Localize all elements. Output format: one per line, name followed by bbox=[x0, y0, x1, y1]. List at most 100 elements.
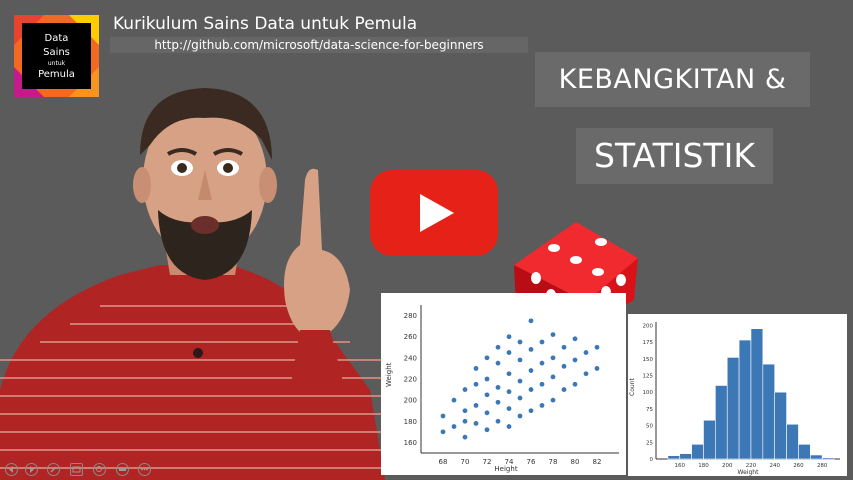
scatter-ytick: 260 bbox=[404, 333, 417, 341]
scatter-xlabel: Height bbox=[494, 465, 517, 473]
hist-ytick: 100 bbox=[643, 390, 654, 396]
hist-ytick: 0 bbox=[650, 457, 654, 463]
slides-icon[interactable] bbox=[70, 463, 83, 476]
course-url[interactable]: http://github.com/microsoft/data-science… bbox=[110, 37, 528, 53]
histogram-bar bbox=[715, 385, 728, 460]
histogram-bar bbox=[774, 391, 787, 460]
histogram-bar bbox=[667, 455, 681, 460]
logo-line3: untuk bbox=[47, 60, 66, 67]
scatter-point bbox=[506, 371, 512, 377]
scatter-point bbox=[451, 424, 457, 429]
scatter-xtick: 80 bbox=[571, 458, 580, 466]
scatter-point bbox=[462, 418, 468, 424]
hist-xtick: 240 bbox=[769, 463, 780, 469]
hist-xtick: 280 bbox=[817, 463, 828, 469]
slide-title-line2: STATISTIK bbox=[576, 128, 773, 184]
next-icon[interactable] bbox=[25, 463, 38, 476]
slide-title-line1: KEBANGKITAN & bbox=[535, 52, 810, 107]
hist-ytick: 50 bbox=[646, 424, 653, 430]
hist-ytick: 125 bbox=[643, 373, 654, 379]
scatter-point bbox=[440, 413, 446, 419]
scatter-ytick: 180 bbox=[404, 418, 417, 426]
scatter-ytick: 160 bbox=[404, 439, 417, 447]
scatter-point bbox=[517, 378, 523, 384]
scatter-point bbox=[484, 376, 490, 382]
scatter-point bbox=[506, 424, 512, 429]
histogram-bar bbox=[786, 423, 799, 460]
scatter-point bbox=[473, 403, 479, 408]
histogram-bar bbox=[726, 357, 740, 460]
histogram-bar bbox=[762, 363, 776, 460]
scatter-point bbox=[550, 374, 556, 380]
previous-icon[interactable] bbox=[5, 463, 18, 476]
hist-ytick: 200 bbox=[643, 323, 654, 329]
scatter-xtick: 76 bbox=[527, 458, 536, 466]
youtube-play-icon[interactable] bbox=[370, 170, 498, 256]
scatter-point bbox=[484, 355, 490, 361]
scatter-point bbox=[561, 344, 567, 350]
scatter-point bbox=[550, 332, 556, 337]
scatter-ytick: 280 bbox=[404, 312, 417, 320]
histogram-bar bbox=[691, 443, 704, 460]
scatter-point bbox=[462, 387, 468, 392]
hist-xtick: 180 bbox=[698, 463, 709, 469]
scatter-point bbox=[528, 347, 534, 352]
scatter-ytick: 200 bbox=[404, 397, 417, 405]
scatter-xtick: 82 bbox=[593, 458, 602, 466]
scatter-point bbox=[517, 395, 523, 401]
scatter-point bbox=[495, 385, 501, 390]
histogram-bar bbox=[703, 419, 716, 460]
scatter-point bbox=[594, 366, 600, 371]
scatter-point bbox=[506, 334, 512, 340]
scatter-ylabel: Weight bbox=[385, 362, 393, 387]
zoom-icon[interactable] bbox=[93, 463, 106, 476]
scatter-xtick: 74 bbox=[505, 458, 514, 466]
scatter-point bbox=[561, 387, 567, 392]
pen-icon[interactable] bbox=[47, 463, 60, 476]
hist-xtick: 260 bbox=[793, 463, 804, 469]
scatter-point bbox=[550, 397, 556, 403]
logo-center: Data Sains untuk Pemula bbox=[22, 23, 91, 89]
scatter-xtick: 72 bbox=[483, 458, 492, 466]
scatter-point bbox=[462, 408, 468, 414]
histogram-bar bbox=[810, 454, 823, 460]
subtitles-icon[interactable] bbox=[116, 463, 129, 476]
scatter-point bbox=[462, 434, 468, 440]
scatter-point bbox=[539, 339, 545, 345]
scatter-point bbox=[528, 318, 534, 324]
hist-xtick: 200 bbox=[722, 463, 733, 469]
scatter-xtick: 68 bbox=[439, 458, 448, 466]
scatter-point bbox=[517, 339, 523, 345]
logo-line1: Data bbox=[44, 33, 69, 44]
scatter-point bbox=[484, 392, 490, 398]
hist-ytick: 150 bbox=[643, 357, 654, 363]
hist-ytick: 25 bbox=[646, 440, 653, 446]
scatter-point bbox=[572, 357, 578, 363]
scatter-xtick: 70 bbox=[461, 458, 470, 466]
scatter-point bbox=[473, 381, 479, 387]
hist-ytick: 75 bbox=[646, 407, 653, 413]
scatter-point bbox=[594, 344, 600, 350]
logo-line2: Sains bbox=[43, 47, 70, 58]
more-icon[interactable] bbox=[138, 463, 151, 476]
scatter-chart: Weight Height 280 260 240 220 200 180 160 68 70… bbox=[381, 293, 626, 475]
scatter-point bbox=[528, 368, 534, 373]
scatter-point bbox=[572, 381, 578, 387]
scatter-xtick: 78 bbox=[549, 458, 558, 466]
scatter-point bbox=[506, 406, 512, 411]
scatter-point bbox=[572, 336, 578, 342]
scatter-point bbox=[506, 389, 512, 395]
scatter-point bbox=[583, 371, 589, 377]
scatter-point bbox=[440, 429, 446, 435]
course-title: Kurikulum Sains Data untuk Pemula bbox=[113, 14, 418, 34]
hist-xtick: 160 bbox=[674, 463, 685, 469]
hist-ytick: 175 bbox=[643, 340, 654, 346]
course-logo: Data Sains untuk Pemula bbox=[14, 15, 99, 97]
scatter-point bbox=[506, 350, 512, 355]
histogram-bar bbox=[679, 453, 692, 460]
histogram-plot-area: Count Weight 200 175 150 125 100 75 50 25 0 160 1… bbox=[629, 322, 840, 476]
scatter-ytick: 220 bbox=[404, 376, 417, 384]
scatter-point bbox=[550, 355, 556, 361]
presenter-image bbox=[0, 88, 385, 480]
scatter-point bbox=[517, 357, 523, 363]
